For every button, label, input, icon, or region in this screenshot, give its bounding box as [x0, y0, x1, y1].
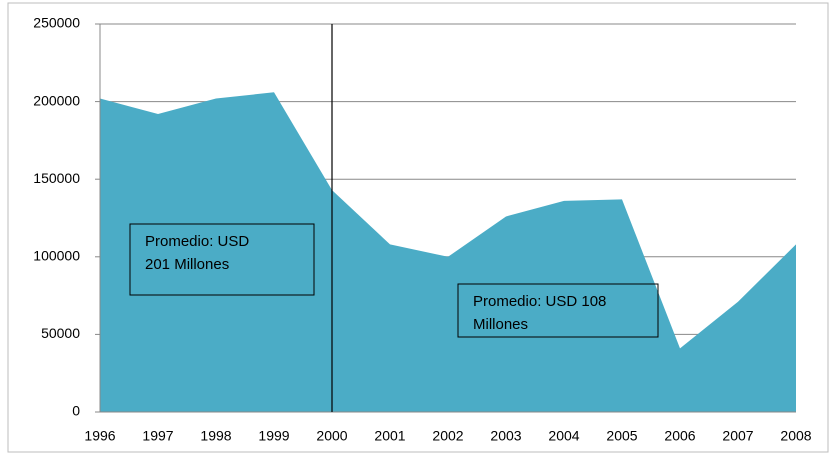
annotation-text: Promedio: USD 108	[473, 293, 606, 310]
y-tick-label: 50000	[41, 325, 80, 341]
annotation-box	[457, 283, 659, 338]
y-tick-label: 200000	[33, 92, 80, 108]
x-tick-label: 1999	[258, 428, 289, 444]
x-tick-label: 2008	[780, 428, 811, 444]
annotation-box	[129, 223, 315, 296]
y-tick-label: 0	[72, 403, 80, 419]
x-tick-label: 2006	[664, 428, 695, 444]
x-tick-label: 2004	[548, 428, 579, 444]
annotation-text: Promedio: USD	[145, 233, 249, 250]
x-tick-label: 1996	[84, 428, 115, 444]
y-tick-label: 150000	[33, 170, 80, 186]
x-tick-label: 2005	[606, 428, 637, 444]
annotation-text: 201 Millones	[145, 256, 229, 273]
x-tick-label: 1998	[200, 428, 231, 444]
x-tick-label: 1997	[142, 428, 173, 444]
annotation-text: Millones	[473, 316, 528, 333]
y-tick-label: 100000	[33, 248, 80, 264]
x-tick-label: 2007	[722, 428, 753, 444]
y-tick-label: 250000	[33, 15, 80, 31]
x-tick-label: 2000	[316, 428, 347, 444]
x-tick-label: 2001	[374, 428, 405, 444]
area	[100, 92, 796, 413]
x-tick-label: 2002	[432, 428, 463, 444]
x-tick-label: 2003	[490, 428, 521, 444]
